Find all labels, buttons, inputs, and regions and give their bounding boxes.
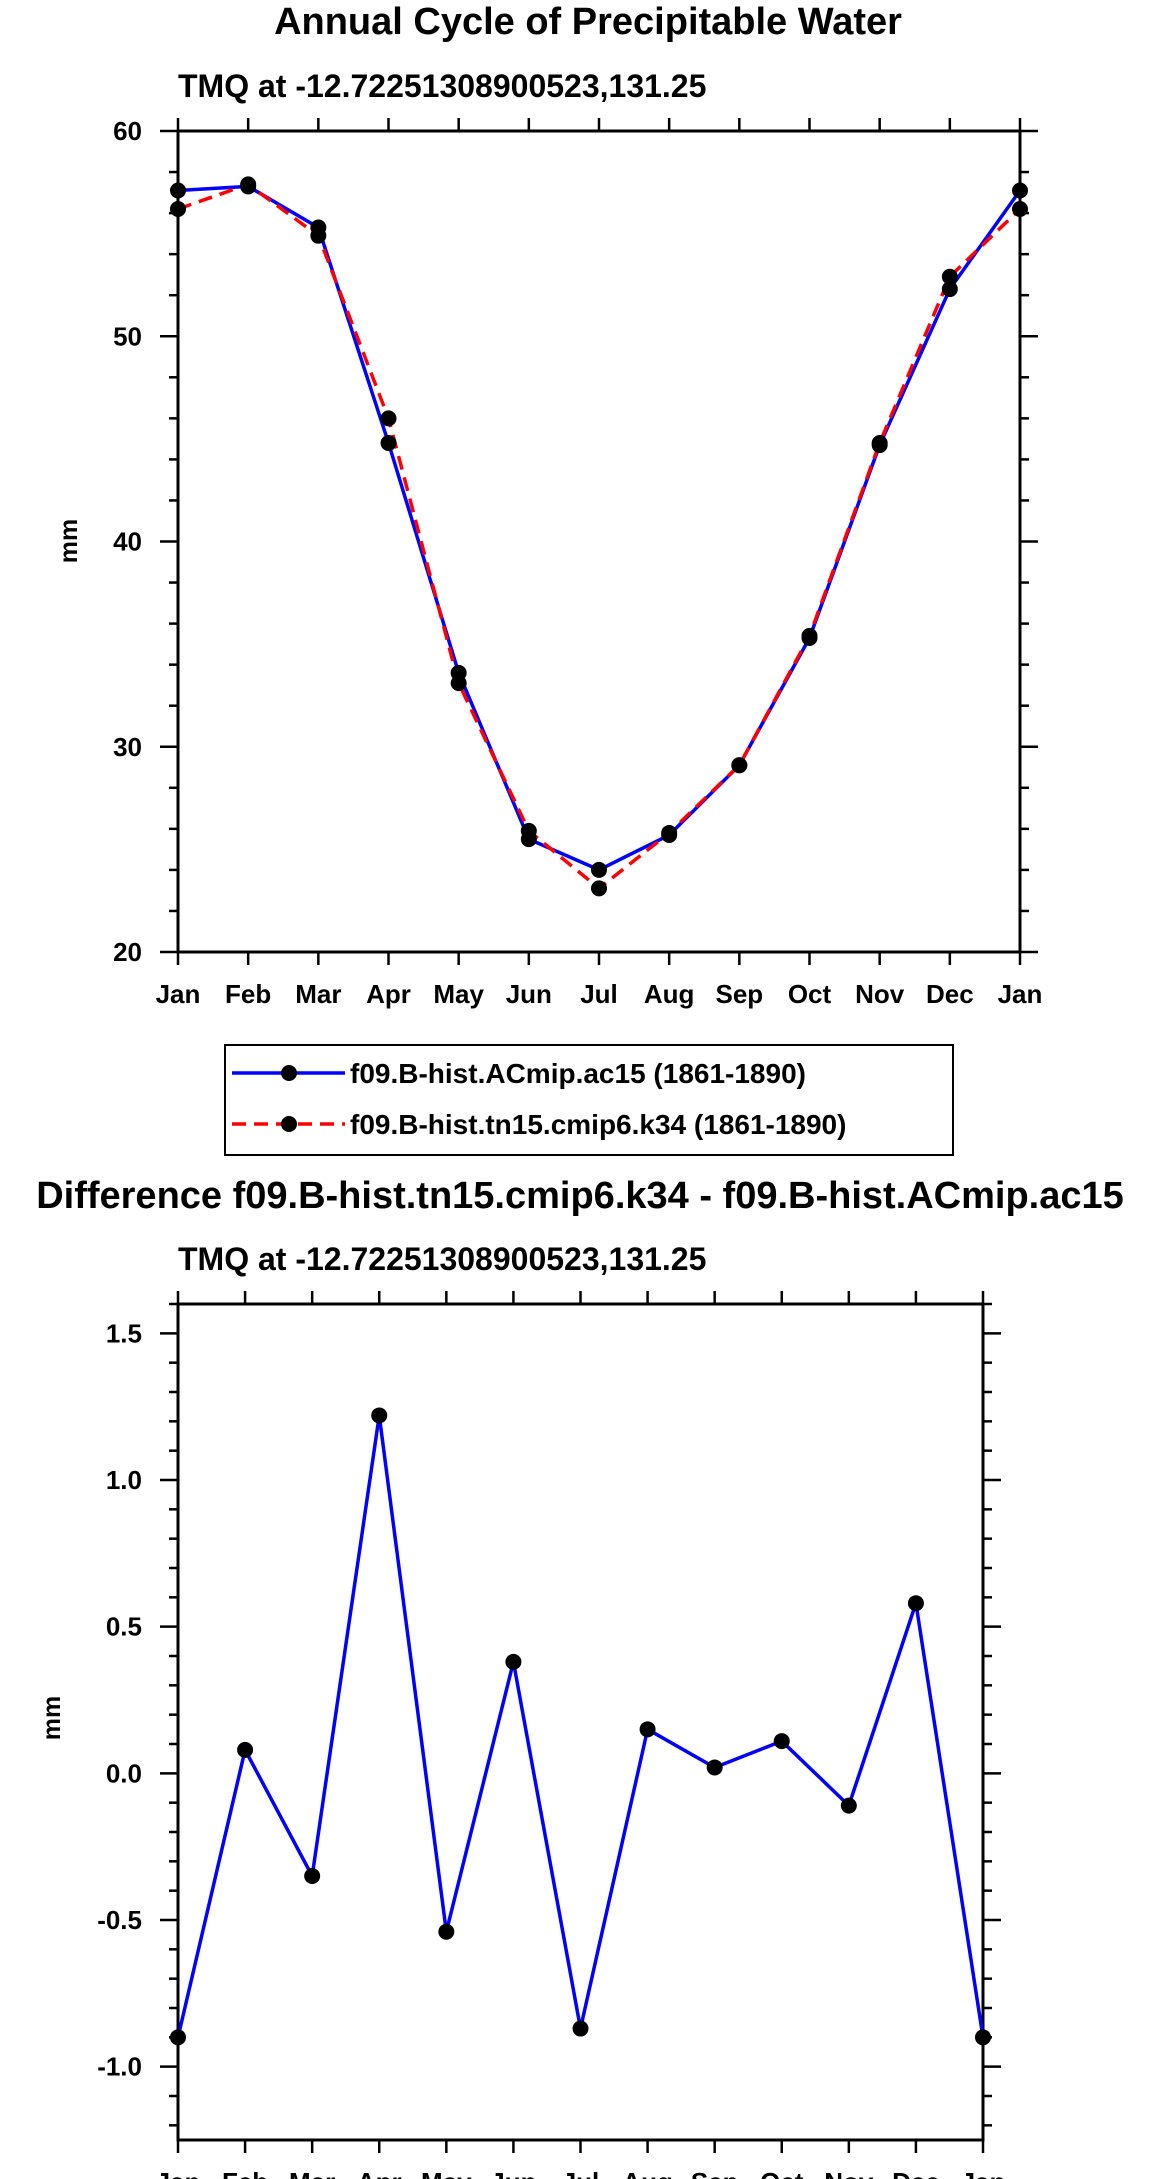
chart1-legend: f09.B-hist.ACmip.ac15 (1861-1890) f09.B-… [224,1044,954,1156]
x-tick-label: Jan [156,979,201,1009]
data-point-series-1 [639,1721,656,1738]
x-tick-label: Jul [562,2167,600,2179]
y-tick-label: 1.0 [106,1465,142,1495]
legend-marker-series-1 [281,1065,297,1081]
x-tick-label: Feb [222,2167,268,2179]
data-point-series-2 [520,822,537,839]
chart1-subtitle: TMQ at -12.72251308900523,131.25 [178,68,706,104]
x-tick-label: Oct [788,979,832,1009]
data-point-series-1 [1012,182,1028,199]
data-point-series-1 [706,1759,723,1776]
series-line-1 [176,1413,985,2038]
data-point-series-1 [380,434,397,451]
chart2-title: Difference f09.B-hist.tn15.cmip6.k34 - f… [36,1175,1124,1217]
y-tick-label: 60 [113,116,142,146]
data-point-series-2 [941,268,958,285]
x-tick-label: Apr [366,979,411,1009]
annual-cycle-chart: Annual Cycle of Precipitable Water TMQ a… [55,1,1043,1156]
data-point-series-2 [170,200,186,217]
legend-label-series-1: f09.B-hist.ACmip.ac15 (1861-1890) [350,1058,806,1089]
data-point-series-1 [591,861,607,878]
y-tick-label: 50 [113,321,142,351]
plot-frame [176,1302,985,2142]
data-point-series-1 [170,182,186,199]
legend-marker-series-2 [281,1116,297,1132]
data-point-series-2 [591,880,607,897]
data-point-series-2 [240,176,257,193]
y-tick-label: 0.5 [106,1612,142,1642]
y-tick-label: 20 [113,937,142,967]
x-tick-label: May [433,979,484,1009]
chart2-subtitle: TMQ at -12.72251308900523,131.25 [178,1241,706,1277]
plot-frame [176,129,1022,954]
x-tick-label: Jun [506,979,552,1009]
x-tick-label: Mar [295,979,341,1009]
x-tick-label: Apr [357,2167,402,2179]
data-point-series-2 [731,757,748,774]
x-tick-label: Jun [490,2167,536,2179]
data-point-series-2 [450,675,467,692]
data-point-series-2 [1012,200,1028,217]
data-point-series-1 [304,1868,321,1884]
data-point-series-1 [907,1595,924,1612]
series-line-1 [177,184,1022,872]
x-tick-label: May [421,2167,472,2179]
x-tick-label: Dec [926,979,974,1009]
data-point-series-1 [505,1653,522,1670]
data-point-series-2 [310,227,327,244]
y-tick-label: 0.0 [106,1758,142,1788]
data-point-series-2 [871,434,888,451]
x-tick-label: Aug [644,979,695,1009]
chart1-title: Annual Cycle of Precipitable Water [274,1,902,43]
chart1-ylabel: mm [55,519,83,563]
chart2-ylabel: mm [38,1696,66,1740]
legend-box [224,1044,954,1156]
data-point-series-1 [438,1923,455,1940]
data-point-series-1 [572,2020,589,2037]
y-tick-label: -0.5 [97,1905,142,1935]
x-tick-label: Jul [580,979,618,1009]
y-tick-label: 40 [113,527,142,557]
data-point-series-1 [975,2029,991,2046]
x-tick-label: Mar [289,2167,335,2179]
y-tick-label: 30 [113,732,142,762]
data-point-series-2 [380,410,397,427]
difference-chart: Difference f09.B-hist.tn15.cmip6.k34 - f… [36,1175,1124,2179]
data-point-series-1 [237,1741,254,1758]
data-point-series-1 [170,2029,186,2046]
legend-label-series-2: f09.B-hist.tn15.cmip6.k34 (1861-1890) [350,1109,846,1140]
x-tick-label: Jan [998,979,1043,1009]
x-tick-label: Jan [961,2167,1006,2179]
data-point-series-2 [801,627,818,644]
data-point-series-1 [941,281,958,298]
x-tick-label: Jan [156,2167,201,2179]
x-tick-label: Oct [760,2167,804,2179]
x-tick-label: Sep [715,979,763,1009]
x-tick-label: Nov [855,979,905,1009]
x-tick-label: Feb [225,979,271,1009]
x-tick-label: Nov [824,2167,874,2179]
data-point-series-1 [840,1797,857,1814]
y-tick-label: 1.5 [106,1318,142,1348]
x-tick-label: Aug [622,2167,673,2179]
data-point-series-2 [661,824,678,841]
series-line-2 [177,182,1022,891]
x-tick-label: Sep [691,2167,739,2179]
data-point-series-1 [773,1733,790,1750]
y-tick-label: -1.0 [97,2052,142,2082]
data-point-series-1 [371,1407,388,1424]
x-tick-label: Dec [892,2167,940,2179]
